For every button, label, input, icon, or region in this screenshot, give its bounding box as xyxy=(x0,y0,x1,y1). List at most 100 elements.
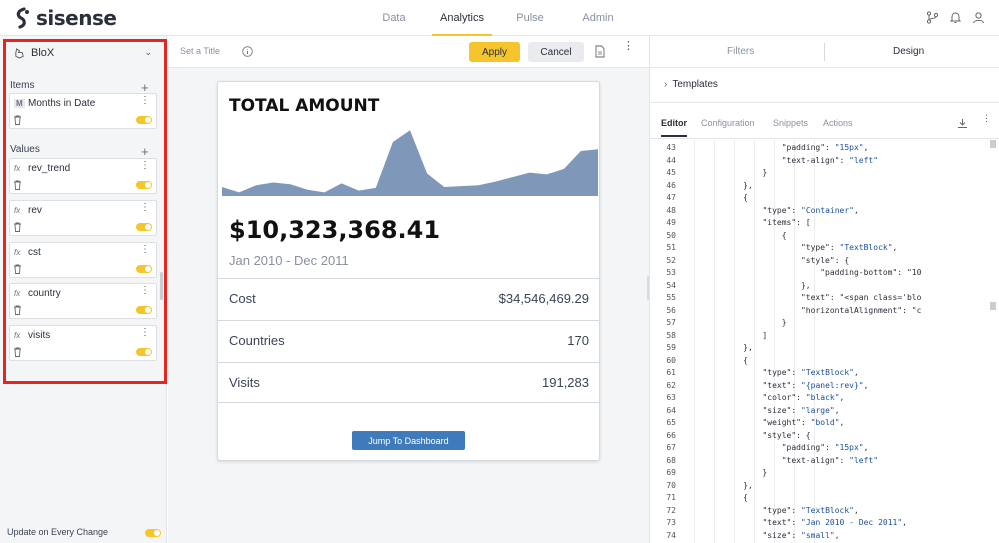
code-line: "style": { xyxy=(762,430,811,440)
field-menu-icon[interactable]: ⋮ xyxy=(140,160,150,171)
trash-icon[interactable] xyxy=(13,305,22,315)
git-branch-icon[interactable] xyxy=(926,11,939,24)
more-options-icon[interactable]: ⋮ xyxy=(623,40,634,52)
code-line: { xyxy=(695,355,748,365)
document-icon[interactable] xyxy=(595,45,605,58)
user-icon[interactable] xyxy=(972,11,985,24)
trash-icon[interactable] xyxy=(13,180,22,190)
sparkline-area xyxy=(222,130,598,196)
widget-card-title: TOTAL AMOUNT xyxy=(229,96,380,116)
widget-title-input[interactable]: Set a Title xyxy=(180,46,221,56)
revenue-trend-sparkline xyxy=(222,130,598,196)
nav-data[interactable]: Data xyxy=(382,12,406,24)
left-panel-scrollbar[interactable] xyxy=(160,272,163,300)
field-toggle[interactable] xyxy=(136,223,152,231)
line-number: 45 xyxy=(666,168,676,177)
tab-filters[interactable]: Filters xyxy=(727,46,755,57)
line-number: 68 xyxy=(666,455,676,465)
editor-more-icon[interactable]: ⋮ xyxy=(982,113,991,123)
field-type-badge: M xyxy=(14,99,25,108)
line-number: 69 xyxy=(666,468,676,477)
bell-icon[interactable] xyxy=(949,11,962,24)
line-number: 65 xyxy=(666,418,676,427)
field-menu-icon[interactable]: ⋮ xyxy=(140,202,150,213)
field-type-badge: fx xyxy=(14,289,21,298)
chevron-down-icon: ⌄ xyxy=(144,47,152,57)
field-toggle[interactable] xyxy=(136,265,152,273)
line-number: 56 xyxy=(666,305,676,315)
top-icons xyxy=(926,11,985,24)
line-number: 43 xyxy=(666,143,676,152)
items-section-label: Items xyxy=(10,80,35,91)
jump-to-dashboard-button[interactable]: Jump To Dashboard xyxy=(352,431,465,450)
value-field-country[interactable]: fx country ⋮ xyxy=(9,283,157,319)
tab-editor[interactable]: Editor xyxy=(661,118,687,137)
field-toggle[interactable] xyxy=(136,116,152,124)
field-type-badge: fx xyxy=(14,206,21,215)
nav-analytics[interactable]: Analytics xyxy=(428,0,496,36)
field-menu-icon[interactable]: ⋮ xyxy=(140,95,150,106)
json-code-editor[interactable]: 43 "padding": "15px", 44 "text-align": "l… xyxy=(650,140,999,543)
value-field-visits[interactable]: fx visits ⋮ xyxy=(9,325,157,361)
value-field-rev-trend[interactable]: fx rev_trend ⋮ xyxy=(9,158,157,194)
kpi-row-visits: Visits 191,283 xyxy=(218,362,599,402)
indent-guides xyxy=(694,140,994,543)
add-item-button[interactable]: + xyxy=(141,80,149,95)
field-menu-icon[interactable]: ⋮ xyxy=(140,244,150,255)
nav-pulse[interactable]: Pulse xyxy=(516,12,544,24)
widget-type-label: BloX xyxy=(31,47,55,59)
widget-editor-toolbar: Set a Title Apply Cancel ⋮ xyxy=(168,36,649,68)
line-number: 71 xyxy=(666,493,676,502)
chevron-right-icon: › xyxy=(664,79,668,90)
indent-guide xyxy=(734,140,735,543)
tab-design[interactable]: Design xyxy=(893,46,925,57)
tab-configuration[interactable]: Configuration xyxy=(701,118,755,128)
field-toggle[interactable] xyxy=(136,306,152,314)
code-line: "type": "TextBlock", xyxy=(762,505,859,515)
widget-type-selector[interactable]: BloX ⌄ xyxy=(14,45,154,61)
trash-icon[interactable] xyxy=(13,347,22,357)
field-toggle[interactable] xyxy=(136,348,152,356)
download-icon[interactable] xyxy=(957,118,968,129)
code-line: "text-align": "left" xyxy=(781,155,879,165)
trash-icon[interactable] xyxy=(13,264,22,274)
line-number: 67 xyxy=(666,443,676,452)
update-on-change-toggle[interactable] xyxy=(145,529,161,537)
field-name: country xyxy=(28,288,61,299)
cancel-button[interactable]: Cancel xyxy=(528,42,584,62)
line-number: 60 xyxy=(666,355,676,365)
line-number: 59 xyxy=(666,343,676,352)
field-type-badge: fx xyxy=(14,248,21,257)
code-line: "padding": "15px", xyxy=(781,443,869,452)
trash-icon[interactable] xyxy=(13,222,22,232)
kpi-row-countries: Countries 170 xyxy=(218,320,599,360)
field-menu-icon[interactable]: ⋮ xyxy=(140,327,150,338)
indent-guide xyxy=(694,140,695,543)
tab-actions[interactable]: Actions xyxy=(823,118,853,128)
field-type-badge: fx xyxy=(14,164,21,173)
item-field-months[interactable]: M Months in Date ⋮ xyxy=(9,93,157,129)
field-menu-icon[interactable]: ⋮ xyxy=(140,285,150,296)
field-name: visits xyxy=(28,330,51,341)
tab-snippets[interactable]: Snippets xyxy=(773,118,809,128)
nav-admin[interactable]: Admin xyxy=(582,12,614,24)
code-line: } xyxy=(695,168,768,177)
field-toggle[interactable] xyxy=(136,181,152,189)
line-number: 74 xyxy=(666,530,676,540)
info-icon[interactable] xyxy=(242,46,253,57)
code-line: { xyxy=(695,230,787,240)
editor-scroll-marker xyxy=(990,302,996,310)
code-line: "text": "{panel:rev}", xyxy=(762,380,869,390)
value-field-rev[interactable]: fx rev ⋮ xyxy=(9,200,157,236)
line-number: 48 xyxy=(666,205,676,215)
value-field-cst[interactable]: fx cst ⋮ xyxy=(9,242,157,278)
sisense-logo[interactable]: sisense xyxy=(12,6,117,30)
apply-button[interactable]: Apply xyxy=(469,42,520,62)
add-value-button[interactable]: + xyxy=(141,144,149,159)
field-name: Months in Date xyxy=(28,98,96,109)
indent-guide xyxy=(814,140,815,543)
templates-section[interactable]: › Templates xyxy=(664,79,718,90)
top-navbar: sisense Data Analytics Pulse Admin xyxy=(0,0,999,36)
trash-icon[interactable] xyxy=(13,115,22,125)
